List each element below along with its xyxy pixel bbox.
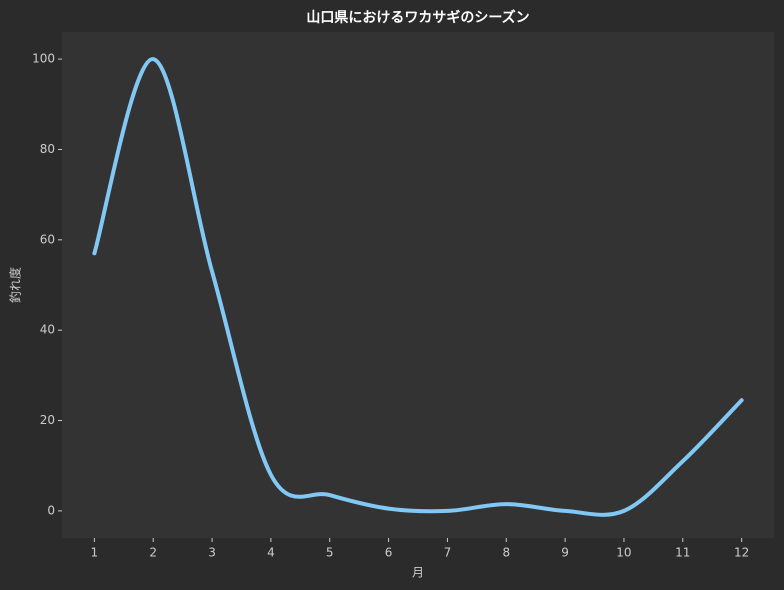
y-tick-label: 80: [40, 142, 55, 156]
y-tick-label: 60: [40, 232, 55, 246]
x-tick-label: 7: [444, 546, 452, 560]
x-tick-label: 10: [616, 546, 631, 560]
x-tick-label: 4: [267, 546, 275, 560]
y-tick-label: 20: [40, 413, 55, 427]
x-tick-label: 6: [385, 546, 393, 560]
x-tick-label: 12: [734, 546, 749, 560]
x-axis-label: 月: [412, 566, 424, 580]
y-tick-label: 40: [40, 323, 55, 337]
x-tick-label: 11: [675, 546, 690, 560]
x-tick-label: 1: [91, 546, 99, 560]
x-tick-label: 2: [149, 546, 157, 560]
y-tick-label: 0: [47, 503, 55, 517]
y-tick-label: 100: [32, 52, 55, 66]
x-tick-label: 5: [326, 546, 334, 560]
line-series: [92, 57, 744, 517]
plot-area: [62, 32, 774, 538]
chart-title: 山口県におけるワカサギのシーズン: [306, 9, 529, 26]
y-axis-label: 釣れ度: [8, 267, 23, 303]
x-tick-label: 3: [208, 546, 216, 560]
x-tick-label: 9: [561, 546, 569, 560]
x-tick-label: 8: [502, 546, 510, 560]
